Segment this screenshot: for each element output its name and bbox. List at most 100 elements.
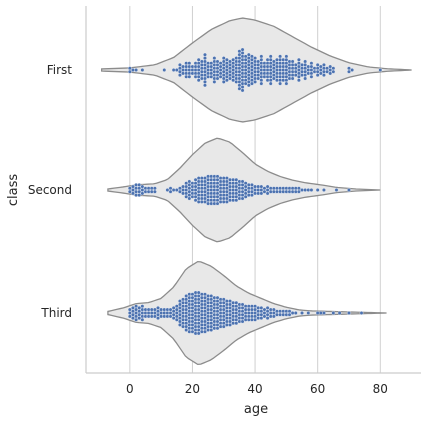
swarm-point xyxy=(259,54,264,59)
swarm-point xyxy=(184,188,189,192)
swarm-point xyxy=(224,74,229,79)
swarm-point xyxy=(231,57,236,62)
swarm-point xyxy=(243,68,248,72)
swarm-point xyxy=(209,64,214,69)
swarm-point xyxy=(240,305,245,310)
swarm-point xyxy=(221,304,226,309)
swarm-point xyxy=(234,311,239,315)
swarm-point xyxy=(193,177,198,182)
swarm-point xyxy=(184,294,189,298)
swarm-point xyxy=(131,316,135,321)
swarm-point xyxy=(140,188,145,192)
swarm-point xyxy=(378,68,383,72)
swarm-point xyxy=(250,189,254,194)
swarm-point xyxy=(265,188,270,192)
swarm-point xyxy=(215,326,220,331)
swarm-point xyxy=(152,311,157,315)
swarm-point xyxy=(318,68,323,72)
swarm-point xyxy=(178,299,182,304)
swarm-point xyxy=(228,62,232,67)
swarm-point xyxy=(196,300,201,305)
swarm-point xyxy=(215,322,220,327)
swarm-point xyxy=(203,73,207,78)
swarm-point xyxy=(215,76,220,81)
swarm-point xyxy=(271,73,276,78)
swarm-point xyxy=(184,317,189,322)
swarm-point xyxy=(237,69,242,74)
swarm-point xyxy=(237,76,242,81)
swarm-point xyxy=(300,311,304,315)
swarm-point xyxy=(296,71,301,76)
swarm-point xyxy=(243,191,248,196)
swarm-point xyxy=(221,59,226,64)
swarm-point xyxy=(209,71,214,76)
swarm-point xyxy=(162,68,167,72)
swarm-point xyxy=(127,314,132,319)
swarm-point xyxy=(221,321,226,326)
swarm-point xyxy=(284,57,289,62)
swarm-point xyxy=(250,71,254,76)
swarm-point xyxy=(268,81,273,86)
swarm-point xyxy=(196,290,201,295)
swarm-point xyxy=(268,64,273,69)
swarm-point xyxy=(259,188,264,192)
swarm-point xyxy=(156,309,160,314)
swarm-point xyxy=(140,184,145,189)
swarm-point xyxy=(215,302,220,307)
swarm-point xyxy=(259,184,264,189)
swarm-point xyxy=(240,179,245,184)
swarm-point xyxy=(243,184,248,189)
swarm-point xyxy=(134,311,139,315)
swarm-point xyxy=(246,52,251,57)
swarm-point xyxy=(184,304,189,309)
swarm-point xyxy=(218,61,223,66)
swarm-point xyxy=(140,68,145,72)
swarm-point xyxy=(178,309,182,314)
swarm-point xyxy=(259,78,264,83)
swarm-point xyxy=(127,69,132,74)
swarm-point xyxy=(228,312,232,317)
swarm-point xyxy=(350,68,355,72)
swarm-point xyxy=(203,199,207,204)
swarm-point xyxy=(152,307,157,312)
swarm-point xyxy=(224,193,229,198)
swarm-point xyxy=(243,57,248,62)
swarm-point xyxy=(178,62,182,67)
swarm-point xyxy=(168,189,173,194)
swarm-point xyxy=(228,305,232,310)
swarm-point xyxy=(240,47,245,52)
swarm-point xyxy=(256,59,261,64)
swarm-point xyxy=(268,61,273,66)
swarm-point xyxy=(253,79,257,84)
swarm-point xyxy=(184,314,189,319)
swarm-point xyxy=(234,194,239,199)
swarm-point xyxy=(203,319,207,324)
swarm-point xyxy=(243,81,248,86)
swarm-point xyxy=(237,62,242,67)
swarm-point xyxy=(215,184,220,189)
swarm-point xyxy=(287,312,292,317)
swarm-point xyxy=(256,66,261,71)
swarm-point xyxy=(215,191,220,196)
swarm-point xyxy=(231,71,236,76)
swarm-point xyxy=(203,295,207,300)
swarm-point xyxy=(131,184,135,189)
swarm-point xyxy=(196,57,201,62)
swarm-point xyxy=(174,307,179,312)
swarm-point xyxy=(196,297,201,302)
swarm-point xyxy=(196,328,201,332)
swarm-point xyxy=(134,307,139,312)
swarm-point xyxy=(271,59,276,64)
swarm-point xyxy=(253,307,257,312)
swarm-point xyxy=(246,59,251,64)
swarm-point xyxy=(131,309,135,314)
swarm-point xyxy=(228,59,232,64)
swarm-point xyxy=(240,312,245,317)
swarm-point xyxy=(224,71,229,76)
swarm-point xyxy=(203,309,207,314)
swarm-point xyxy=(184,194,189,199)
x-tick-label: 80 xyxy=(373,382,388,396)
swarm-point xyxy=(250,61,254,66)
swarm-point xyxy=(246,76,251,81)
swarm-point xyxy=(134,314,139,319)
